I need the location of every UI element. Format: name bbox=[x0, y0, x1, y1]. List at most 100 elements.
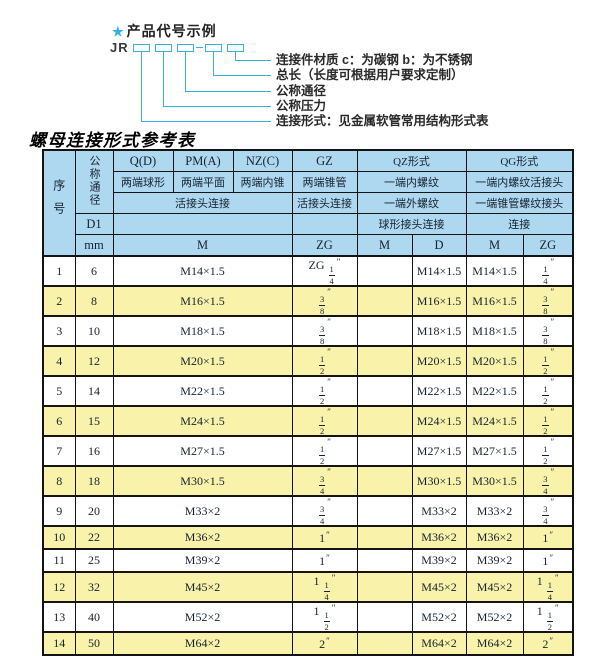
star-icon: ★ bbox=[112, 24, 125, 39]
cell-qg-zg: 1 2 ″ bbox=[522, 345, 574, 377]
cell-dn: 25 bbox=[74, 548, 114, 573]
cell-qg-zg: 3 4 ″ bbox=[522, 495, 574, 527]
table-row: 12 32 M45×2 1 1 4 ″ M45×2 M45×2 1 1 4 ″ bbox=[42, 571, 574, 603]
header-ball-joint: 球形接头连接 bbox=[356, 213, 467, 235]
cell-dn: 50 bbox=[74, 631, 114, 656]
cell-zg: 1″ bbox=[291, 525, 358, 550]
cell-seq: 6 bbox=[42, 405, 76, 437]
connector-line bbox=[163, 52, 271, 107]
cell-m: M14×1.5 bbox=[112, 255, 293, 287]
cell-m: M36×2 bbox=[112, 525, 293, 550]
cell-qg-zg: 3 8 ″ bbox=[522, 315, 574, 347]
cell-qg-zg: 1 2 ″ bbox=[522, 405, 574, 437]
connector-line bbox=[235, 52, 271, 61]
cell-dn: 6 bbox=[74, 255, 114, 287]
cell-qz-m bbox=[356, 495, 413, 527]
header-style-gz: 两端锥管 bbox=[291, 171, 358, 193]
code-label-pressure: 公称压力 bbox=[276, 99, 327, 113]
cell-m: M30×1.5 bbox=[112, 465, 293, 497]
cell-qg-m: M30×1.5 bbox=[465, 465, 524, 497]
cell-m: M24×1.5 bbox=[112, 405, 293, 437]
cell-qg-zg: 1 1 2 ″ bbox=[522, 601, 574, 633]
cell-zg: 1 2 ″ bbox=[291, 345, 358, 377]
cell-dn: 12 bbox=[74, 345, 114, 377]
connector-line bbox=[141, 52, 271, 122]
cell-qg-zg: 1″ bbox=[522, 548, 574, 573]
cell-dn: 15 bbox=[74, 405, 114, 437]
cell-qg-m: M45×2 bbox=[465, 571, 524, 603]
subcol-m: M bbox=[112, 234, 293, 257]
cell-qz-m bbox=[356, 548, 413, 573]
table-row: 14 50 M64×2 2″ M64×2 M64×2 2″ bbox=[42, 631, 574, 656]
cell-dn: 16 bbox=[74, 435, 114, 467]
cell-seq: 2 bbox=[42, 285, 76, 317]
subcol-qg-m: M bbox=[465, 234, 524, 257]
code-segment-box bbox=[177, 44, 194, 52]
subcol-qz-m: M bbox=[356, 234, 413, 257]
cell-seq: 3 bbox=[42, 315, 76, 347]
cell-qg-m: M14×1.5 bbox=[465, 255, 524, 287]
cell-qz-d: M45×2 bbox=[411, 571, 467, 603]
cell-seq: 7 bbox=[42, 435, 76, 467]
table-row: 13 40 M52×2 1 1 2 ″ M52×2 M52×2 1 1 2 ″ bbox=[42, 601, 574, 633]
header-qz-ext-thread: 一端外螺纹 bbox=[356, 192, 467, 214]
header-group-q: Q(D) bbox=[112, 149, 174, 172]
cell-qg-zg: 1 2 ″ bbox=[522, 435, 574, 467]
table-row: 2 8 M16×1.5 3 8 ″ M16×1.5 M16×1.5 3 8 ″ bbox=[42, 285, 574, 317]
cell-qg-m: M64×2 bbox=[465, 631, 524, 656]
cell-dn: 18 bbox=[74, 465, 114, 497]
cell-qz-m bbox=[356, 375, 413, 407]
cell-zg: 1 2 ″ bbox=[291, 405, 358, 437]
header-style-qz: 一端内螺纹 bbox=[356, 171, 467, 193]
table-row: 6 15 M24×1.5 1 2 ″ M24×1.5 M24×1.5 1 2 ″ bbox=[42, 405, 574, 437]
code-dash bbox=[196, 47, 203, 48]
diagram-heading: ★ 产品代号示例 bbox=[112, 21, 217, 41]
cell-m: M52×2 bbox=[112, 601, 293, 633]
header-seq: 序号 bbox=[42, 149, 76, 257]
code-segment-box bbox=[155, 44, 172, 52]
cell-seq: 1 bbox=[42, 255, 76, 287]
cell-qz-d: M24×1.5 bbox=[411, 405, 467, 437]
cell-m: M16×1.5 bbox=[112, 285, 293, 317]
table-body: 1 6 M14×1.5 ZG 1 4 ″ M14×1.5 M14×1.5 1 4 ″ 2… bbox=[42, 255, 574, 656]
cell-m: M45×2 bbox=[112, 571, 293, 603]
header-group-gz: GZ bbox=[291, 149, 358, 172]
header-unit-mm: mm bbox=[74, 234, 114, 257]
code-label-diameter: 公称通径 bbox=[276, 84, 327, 98]
cell-zg: 1 2 ″ bbox=[291, 375, 358, 407]
cell-zg: 1 2 ″ bbox=[291, 435, 358, 467]
table-row: 3 10 M18×1.5 3 8 ″ M18×1.5 M18×1.5 3 8 ″ bbox=[42, 315, 574, 347]
subcol-qg-zg: ZG bbox=[522, 234, 574, 257]
cell-qz-m bbox=[356, 315, 413, 347]
cell-m: M20×1.5 bbox=[112, 345, 293, 377]
cell-zg: 1 1 4 ″ bbox=[291, 571, 358, 603]
cell-qz-d: M39×2 bbox=[411, 548, 467, 573]
header-group-qz: QZ形式 bbox=[356, 149, 467, 172]
cell-dn: 40 bbox=[74, 601, 114, 633]
cell-dn: 20 bbox=[74, 495, 114, 527]
cell-qz-d: M64×2 bbox=[411, 631, 467, 656]
cell-qz-d: M22×1.5 bbox=[411, 375, 467, 407]
cell-zg: 3 8 ″ bbox=[291, 315, 358, 347]
cell-qz-m bbox=[356, 405, 413, 437]
header-group-pm: PM(A) bbox=[172, 149, 234, 172]
header-style-qg: 一端内螺纹活接头 bbox=[465, 171, 574, 193]
cell-qg-m: M39×2 bbox=[465, 548, 524, 573]
subcol-qz-d: D bbox=[411, 234, 467, 257]
cell-m: M64×2 bbox=[112, 631, 293, 656]
table-row: 5 14 M22×1.5 1 2 ″ M22×1.5 M22×1.5 1 2 ″ bbox=[42, 375, 574, 407]
cell-qg-m: M52×2 bbox=[465, 601, 524, 633]
code-segment-box bbox=[133, 44, 150, 52]
code-segment-box bbox=[227, 44, 244, 52]
subcol-zg: ZG bbox=[291, 234, 358, 257]
cell-zg: ZG 1 4 ″ bbox=[291, 255, 358, 287]
cell-qz-m bbox=[356, 285, 413, 317]
cell-zg: 3 4 ″ bbox=[291, 495, 358, 527]
header-group-nz: NZ(C) bbox=[232, 149, 293, 172]
cell-qg-m: M18×1.5 bbox=[465, 315, 524, 347]
cell-qz-d: M27×1.5 bbox=[411, 435, 467, 467]
table-row: 7 16 M27×1.5 1 2 ″ M27×1.5 M27×1.5 1 2 ″ bbox=[42, 435, 574, 467]
header-dn: 公称通径 bbox=[74, 149, 114, 214]
cell-qz-m bbox=[356, 571, 413, 603]
nut-connection-table: 序号 公称通径 Q(D) PM(A) NZ(C) GZ QZ形式 QG形式 两端… bbox=[42, 149, 575, 656]
